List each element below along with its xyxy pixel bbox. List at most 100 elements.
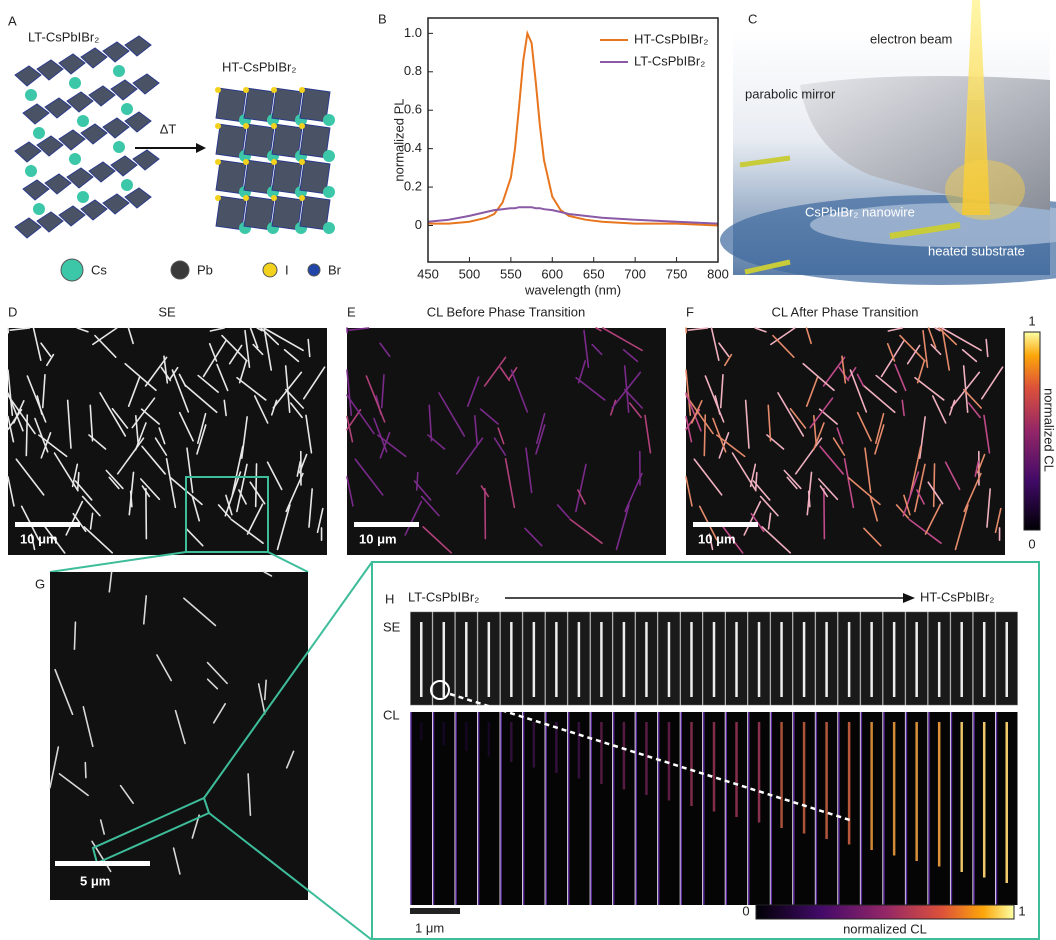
- octahedron: [125, 188, 151, 208]
- nanowire: [74, 622, 75, 649]
- atom-name: I: [285, 262, 289, 277]
- scale-label: 10 μm: [359, 531, 397, 546]
- colorbar-label: normalized CL: [1042, 388, 1056, 472]
- scale-label: 10 μm: [698, 531, 736, 546]
- row-label: SE: [383, 619, 401, 634]
- y-tick-label: 0.4: [404, 140, 422, 155]
- scale-label: 10 μm: [20, 531, 58, 546]
- i-atom: [215, 123, 221, 129]
- atom-legend: Cs Pb I Br: [61, 259, 342, 281]
- octahedron: [133, 150, 159, 170]
- i-atom: [271, 195, 277, 201]
- legend-label: LT-CsPbIBr₂: [634, 53, 705, 68]
- panel-label: H: [385, 591, 394, 606]
- arrow-head: [196, 143, 206, 153]
- i-atom: [271, 123, 277, 129]
- nanowire: [934, 464, 935, 507]
- se-image: [50, 572, 308, 900]
- atom-name: Pb: [197, 262, 213, 277]
- atom-swatch: [61, 259, 83, 281]
- panel-title: CL After Phase Transition: [772, 304, 919, 319]
- cs-atom: [69, 153, 81, 165]
- series-end: HT-CsPbIBr₂: [920, 589, 994, 604]
- colorbar-min: 0: [742, 903, 749, 918]
- y-tick-label: 1.0: [404, 25, 422, 40]
- octahedron: [125, 112, 151, 132]
- legend-label: HT-CsPbIBr₂: [634, 31, 708, 46]
- scale-label: 5 μm: [80, 873, 110, 888]
- cl-image: [686, 328, 1005, 555]
- panel-label: G: [35, 576, 45, 591]
- i-atom: [215, 87, 221, 93]
- se-image: [8, 328, 327, 555]
- panel-label: D: [8, 304, 17, 319]
- arrow-head: [903, 593, 915, 603]
- colorbar: [1024, 332, 1040, 530]
- colorbar-max: 1: [1018, 903, 1025, 918]
- annotation: parabolic mirror: [745, 86, 836, 101]
- cs-atom: [121, 179, 133, 191]
- y-tick-label: 0: [415, 217, 422, 232]
- cs-atom: [69, 77, 81, 89]
- x-tick-label: 550: [500, 266, 522, 281]
- x-tick-label: 450: [417, 266, 439, 281]
- row-label: CL: [383, 707, 400, 722]
- colorbar-min: 0: [1028, 536, 1035, 551]
- image-bg: [347, 328, 666, 555]
- y-axis-label: normalized PL: [391, 98, 406, 181]
- panel-title: CL Before Phase Transition: [427, 304, 586, 319]
- cs-atom: [323, 222, 335, 234]
- cl-image: [347, 328, 666, 555]
- i-atom: [271, 159, 277, 165]
- panel-label: C: [748, 11, 757, 26]
- panel-label: E: [347, 304, 356, 319]
- atom-name: Cs: [91, 262, 107, 277]
- glow: [945, 160, 1025, 220]
- scale-bar: [410, 908, 460, 914]
- y-tick-label: 0.2: [404, 179, 422, 194]
- atom-swatch: [171, 261, 189, 279]
- i-atom: [299, 123, 305, 129]
- atom-swatch: [308, 264, 320, 276]
- cs-atom: [323, 186, 335, 198]
- y-tick-label: 0.6: [404, 102, 422, 117]
- octahedron: [133, 74, 159, 94]
- cs-atom: [25, 165, 37, 177]
- nanowire: [417, 473, 418, 490]
- i-atom: [299, 87, 305, 93]
- cs-atom: [113, 141, 125, 153]
- atom-name: Br: [328, 262, 342, 277]
- octahedron: [125, 36, 151, 56]
- cs-atom: [33, 203, 45, 215]
- i-atom: [243, 87, 249, 93]
- cs-atom: [33, 127, 45, 139]
- cl-frame: [411, 712, 433, 905]
- scale-bar: [55, 861, 150, 866]
- x-tick-label: 750: [666, 266, 688, 281]
- cs-atom: [121, 103, 133, 115]
- i-atom: [243, 195, 249, 201]
- scale-bar: [693, 522, 758, 527]
- panel-label: A: [8, 13, 17, 28]
- x-tick-label: 500: [459, 266, 481, 281]
- arrow-label: ΔT: [160, 121, 177, 136]
- image-bg: [50, 572, 308, 900]
- structure-label: HT-CsPbIBr₂: [222, 59, 296, 74]
- colorbar-label: normalized CL: [843, 921, 927, 936]
- atom-swatch: [263, 263, 277, 277]
- i-atom: [299, 159, 305, 165]
- scale-bar: [354, 522, 419, 527]
- i-atom: [215, 159, 221, 165]
- x-tick-label: 800: [707, 266, 729, 281]
- cs-atom: [113, 65, 125, 77]
- annotation: electron beam: [870, 31, 952, 46]
- cs-atom: [77, 115, 89, 127]
- i-atom: [271, 87, 277, 93]
- cs-atom: [323, 114, 335, 126]
- i-atom: [243, 159, 249, 165]
- annotation: CsPbIBr₂ nanowire: [805, 204, 915, 219]
- colorbar-max: 1: [1028, 313, 1035, 328]
- colorbar: [756, 905, 1014, 919]
- image-bg: [686, 328, 1005, 555]
- annotation: heated substrate: [928, 243, 1025, 258]
